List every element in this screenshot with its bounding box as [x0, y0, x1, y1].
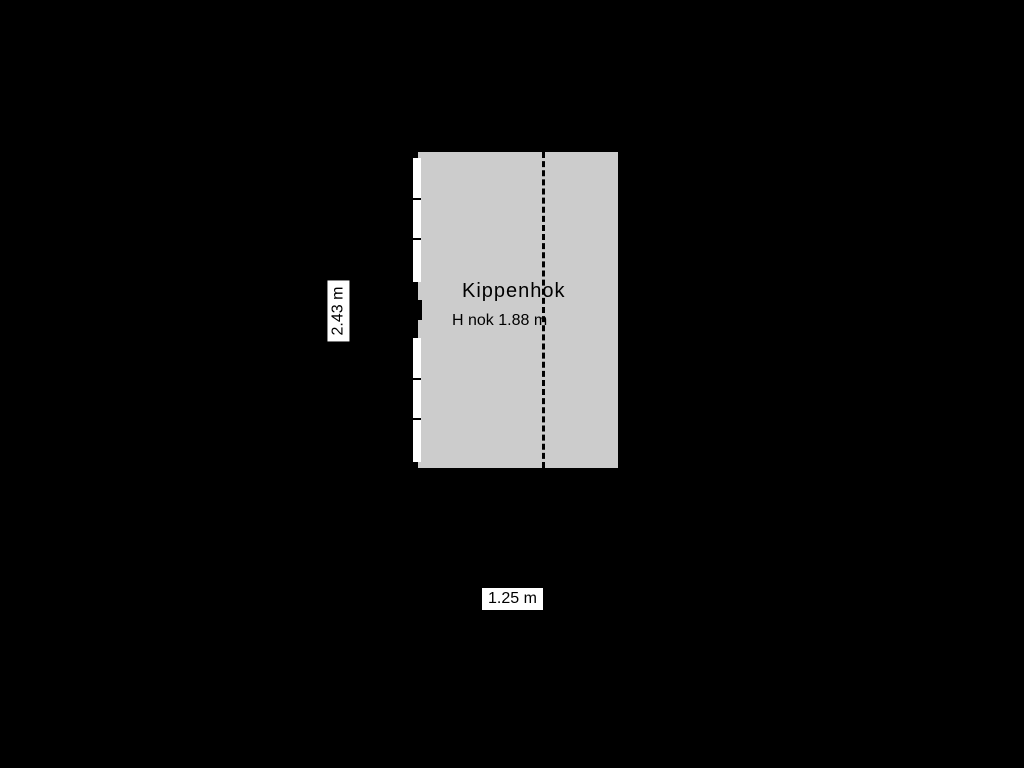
window-top-mullion-2	[413, 238, 421, 240]
window-top-mullion-1	[413, 198, 421, 200]
dim-width-label: 1.25 m	[482, 588, 543, 610]
room-subtitle: H nok 1.88 m	[452, 312, 547, 330]
window-bottom	[413, 338, 421, 462]
room-sub-prefix: H nok	[452, 312, 494, 329]
floorplan-canvas: Kippenhok H nok 1.88 m 2.43 m 1.25 m	[0, 0, 1024, 768]
room-title: Kippenhok	[462, 280, 566, 303]
window-top	[413, 158, 421, 282]
room-kippenhok	[416, 150, 620, 470]
ridge-line	[542, 152, 545, 468]
dim-height-label: 2.43 m	[327, 281, 349, 342]
door-notch	[408, 300, 422, 320]
window-bottom-mullion-2	[413, 418, 421, 420]
window-bottom-mullion-1	[413, 378, 421, 380]
room-sub-value: 1.88 m	[498, 312, 547, 329]
